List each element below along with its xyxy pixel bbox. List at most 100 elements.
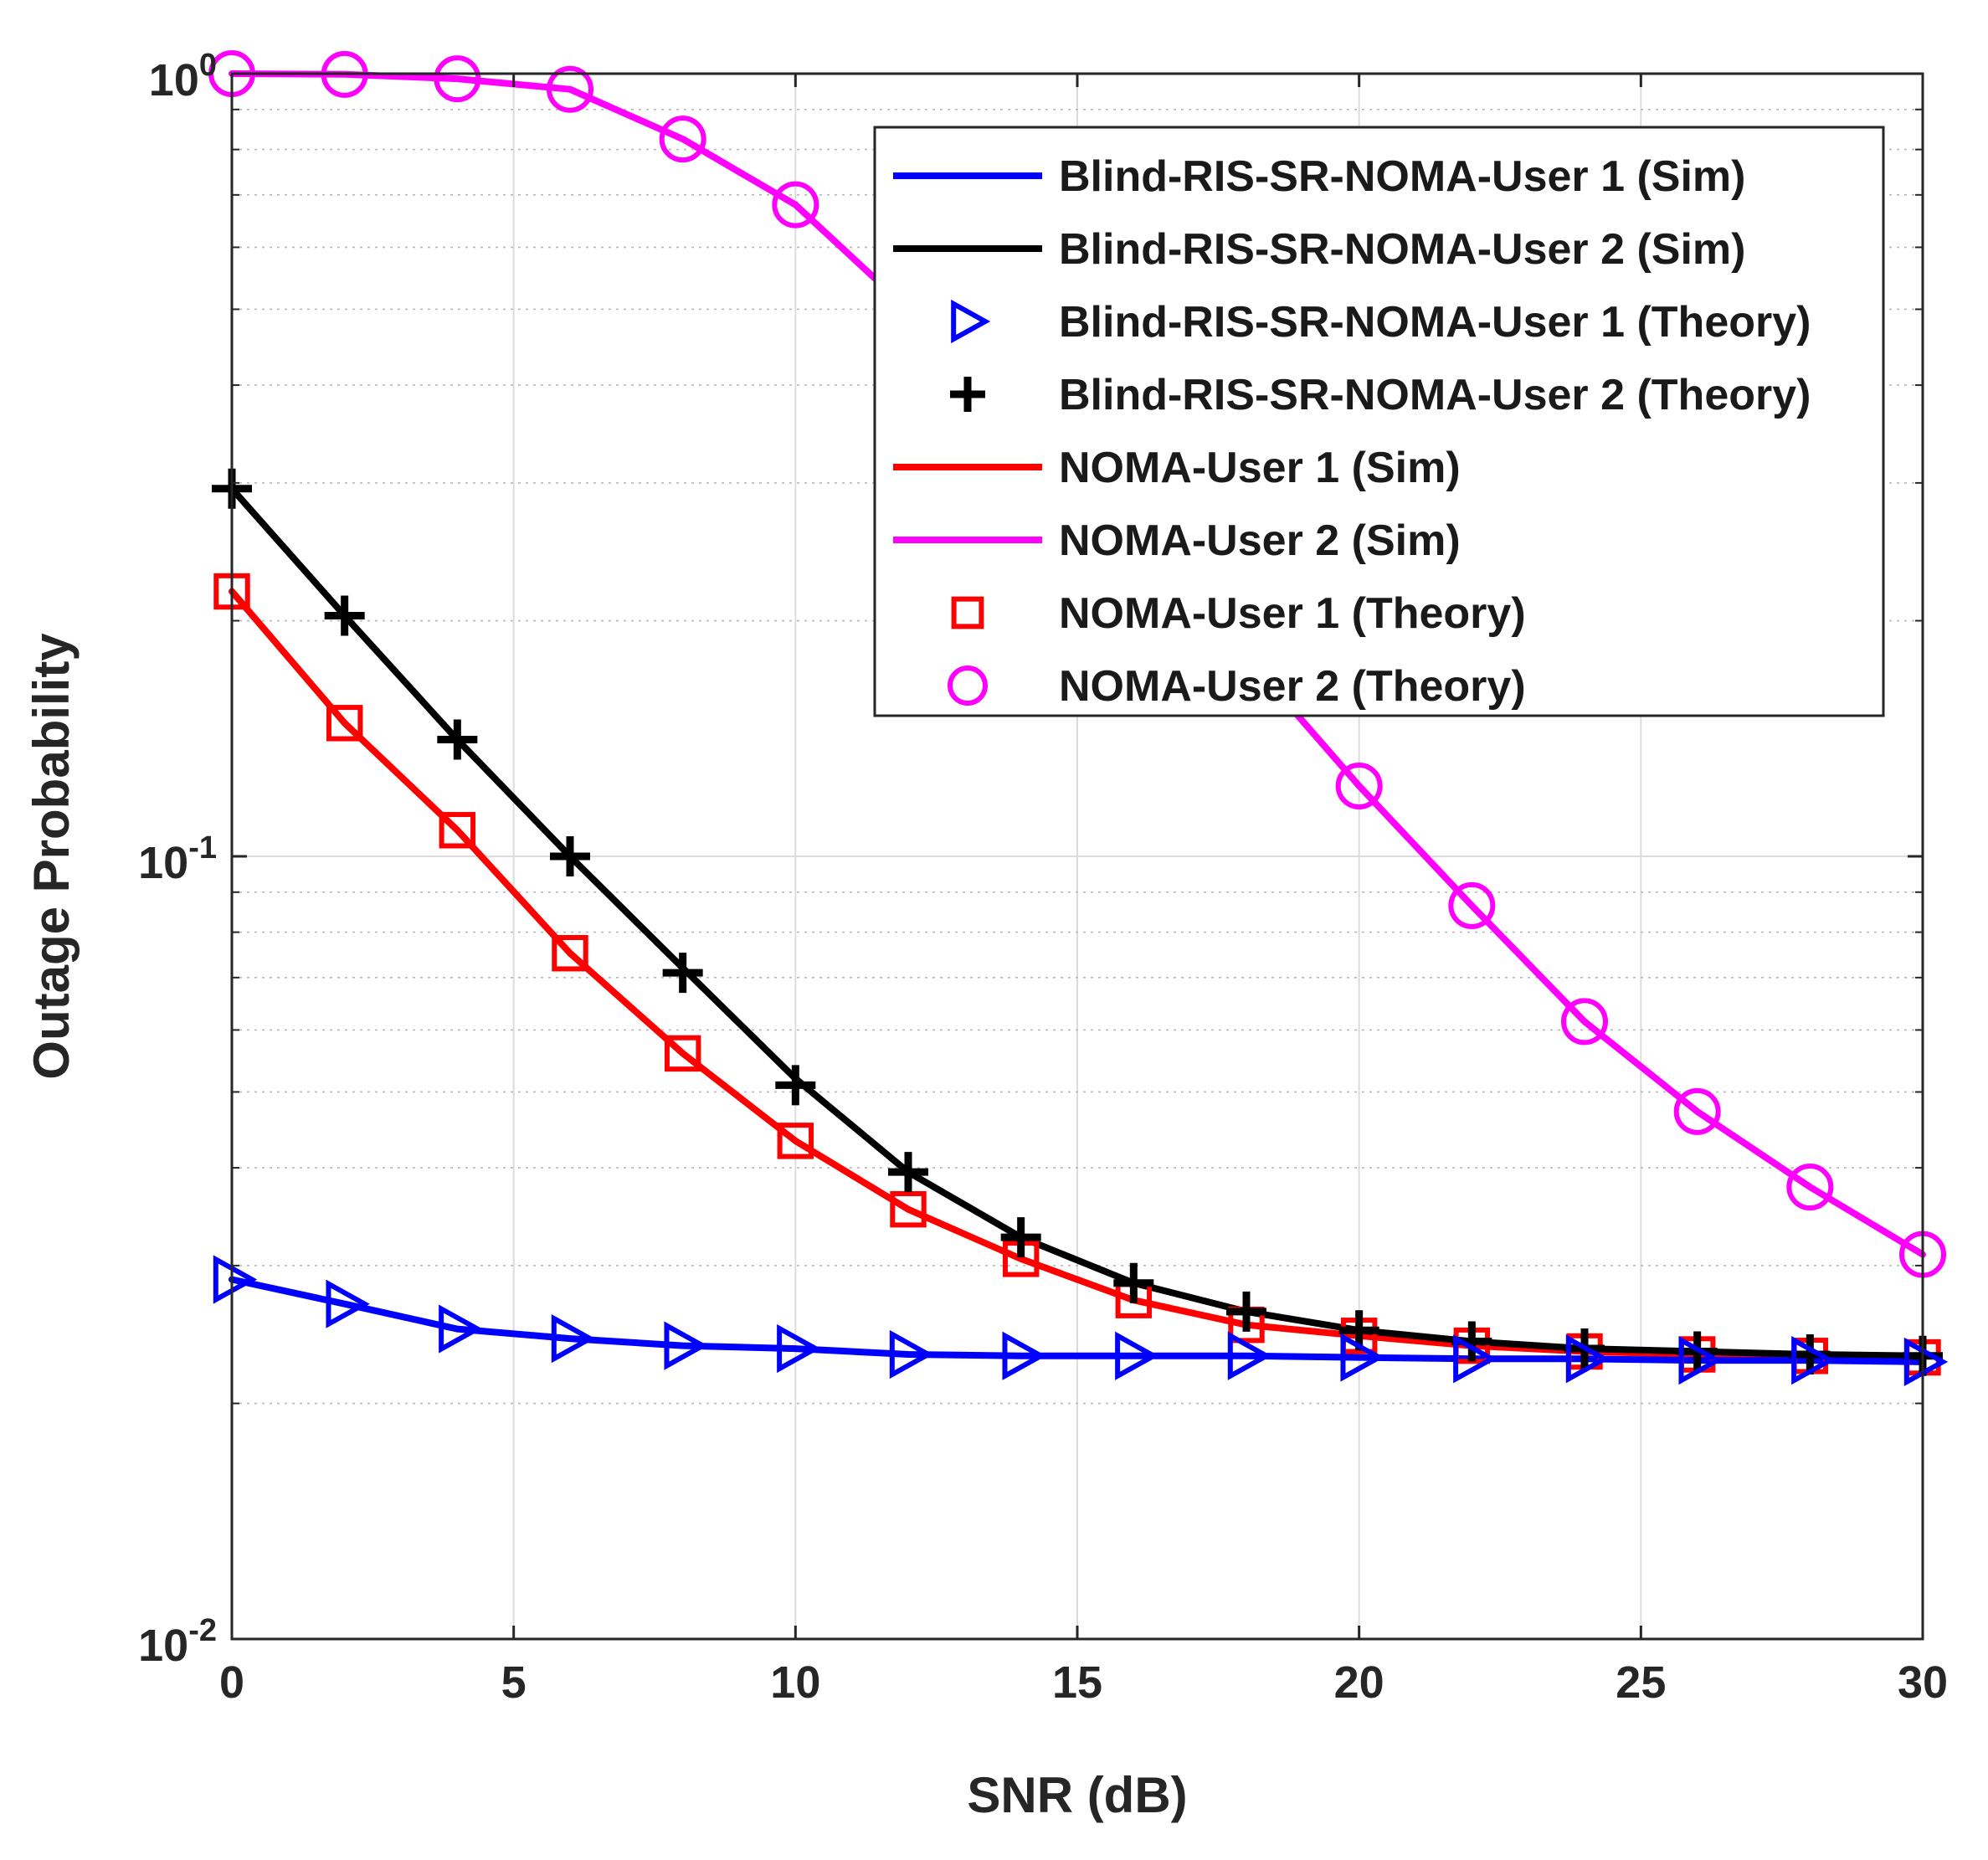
- legend-item: Blind-RIS-SR-NOMA-User 1 (Sim): [893, 152, 1745, 201]
- plus-marker: [550, 836, 590, 876]
- triangle-marker: [889, 1329, 934, 1380]
- plus-marker: [775, 1065, 816, 1106]
- data-point: [547, 65, 593, 113]
- legend-label: Blind-RIS-SR-NOMA-User 1 (Theory): [1059, 298, 1811, 347]
- data-point: [1335, 762, 1383, 809]
- square-marker: [890, 1190, 927, 1228]
- data-point: [664, 1321, 708, 1370]
- legend-item: NOMA-User 1 (Sim): [893, 444, 1461, 492]
- triangle-marker: [1340, 1333, 1384, 1382]
- plus-marker: [888, 1152, 928, 1193]
- triangle-marker: [664, 1321, 708, 1370]
- x-tick-label: 20: [1334, 1657, 1384, 1708]
- series-2: [229, 485, 1926, 1359]
- data-point: [1791, 1336, 1836, 1385]
- triangle-marker: [1227, 1331, 1272, 1380]
- data-point: [1448, 881, 1496, 929]
- data-point: [324, 595, 365, 636]
- data-point: [662, 953, 703, 994]
- data-point: [439, 812, 476, 849]
- circle-marker: [1786, 1164, 1834, 1211]
- triangle-marker: [951, 299, 991, 344]
- data-point: [326, 705, 363, 742]
- circle-marker: [948, 665, 988, 706]
- legend-item: NOMA-User 2 (Sim): [893, 516, 1461, 565]
- legend-label: Blind-RIS-SR-NOMA-User 2 (Theory): [1059, 371, 1811, 419]
- square-marker: [326, 705, 363, 742]
- plus-marker: [1000, 1217, 1041, 1258]
- data-point: [659, 116, 706, 163]
- data-point: [1002, 1331, 1046, 1380]
- triangle-marker: [1453, 1334, 1497, 1384]
- legend-label: NOMA-User 2 (Sim): [1059, 516, 1461, 565]
- data-point: [1340, 1333, 1384, 1382]
- circle-marker: [772, 181, 819, 229]
- data-point: [326, 1279, 370, 1328]
- data-point: [439, 1304, 483, 1354]
- x-tick-label: 25: [1616, 1657, 1666, 1708]
- data-point: [1786, 1164, 1834, 1211]
- x-axis-label: SNR (dB): [967, 1767, 1187, 1823]
- triangle-marker: [1565, 1334, 1610, 1384]
- triangle-marker: [1791, 1336, 1836, 1385]
- x-tick-label: 10: [770, 1657, 820, 1708]
- data-point: [552, 935, 588, 972]
- x-tick-label: 5: [501, 1657, 527, 1708]
- legend-label: NOMA-User 2 (Theory): [1059, 662, 1526, 711]
- x-tick-label: 0: [219, 1657, 244, 1708]
- y-tick-label: 10-1: [138, 830, 217, 888]
- triangle-marker: [777, 1323, 821, 1374]
- data-point: [1565, 1334, 1610, 1384]
- x-tick-label: 30: [1898, 1657, 1948, 1708]
- y-tick-label: 10-2: [138, 1613, 217, 1671]
- legend-item: NOMA-User 1 (Theory): [951, 589, 1526, 638]
- data-point: [1903, 1337, 1949, 1387]
- data-point: [213, 1255, 258, 1304]
- circle-marker: [659, 116, 706, 163]
- series-line: [229, 485, 1926, 1359]
- circle-marker: [1448, 881, 1496, 929]
- y-tick-base: 10: [138, 838, 188, 888]
- square-marker: [777, 1123, 814, 1159]
- plus-marker: [662, 953, 703, 994]
- triangle-marker: [326, 1279, 370, 1328]
- data-point: [551, 1314, 596, 1364]
- triangle-marker: [551, 1314, 596, 1364]
- data-point: [434, 55, 481, 103]
- data-point: [890, 1190, 927, 1228]
- legend-item: Blind-RIS-SR-NOMA-User 1 (Theory): [951, 298, 1811, 347]
- legend-label: NOMA-User 1 (Theory): [1059, 589, 1526, 638]
- data-point: [777, 1123, 814, 1159]
- circle-marker: [1335, 762, 1383, 809]
- series-3: [213, 1255, 1949, 1387]
- circle-marker: [547, 65, 593, 113]
- data-point: [772, 181, 819, 229]
- circle-marker: [434, 55, 481, 103]
- data-point: [1113, 1262, 1154, 1303]
- data-point: [1453, 1334, 1497, 1384]
- triangle-marker: [439, 1304, 483, 1354]
- plus-marker: [1226, 1291, 1266, 1332]
- triangle-marker: [213, 1255, 258, 1304]
- square-marker: [552, 935, 588, 972]
- data-point: [437, 719, 478, 760]
- circle-marker: [1673, 1087, 1721, 1135]
- legend-box: [873, 126, 1885, 717]
- square-marker: [664, 1035, 701, 1072]
- data-point: [1678, 1336, 1723, 1385]
- data-point: [550, 836, 590, 876]
- y-tick-exponent: -2: [188, 1613, 217, 1648]
- x-tick-label: 15: [1052, 1657, 1102, 1708]
- square-marker: [951, 596, 984, 629]
- series-1: [229, 1276, 1926, 1365]
- legend-item: NOMA-User 2 (Theory): [948, 662, 1526, 711]
- data-point: [1561, 998, 1608, 1046]
- y-axis-label: Outage Probability: [23, 633, 80, 1080]
- data-point: [1000, 1217, 1041, 1258]
- triangle-marker: [1115, 1331, 1159, 1380]
- legend-label: NOMA-User 1 (Sim): [1059, 444, 1461, 492]
- data-point: [888, 1152, 928, 1193]
- y-tick-exponent: -1: [188, 830, 217, 866]
- triangle-marker: [1678, 1336, 1723, 1385]
